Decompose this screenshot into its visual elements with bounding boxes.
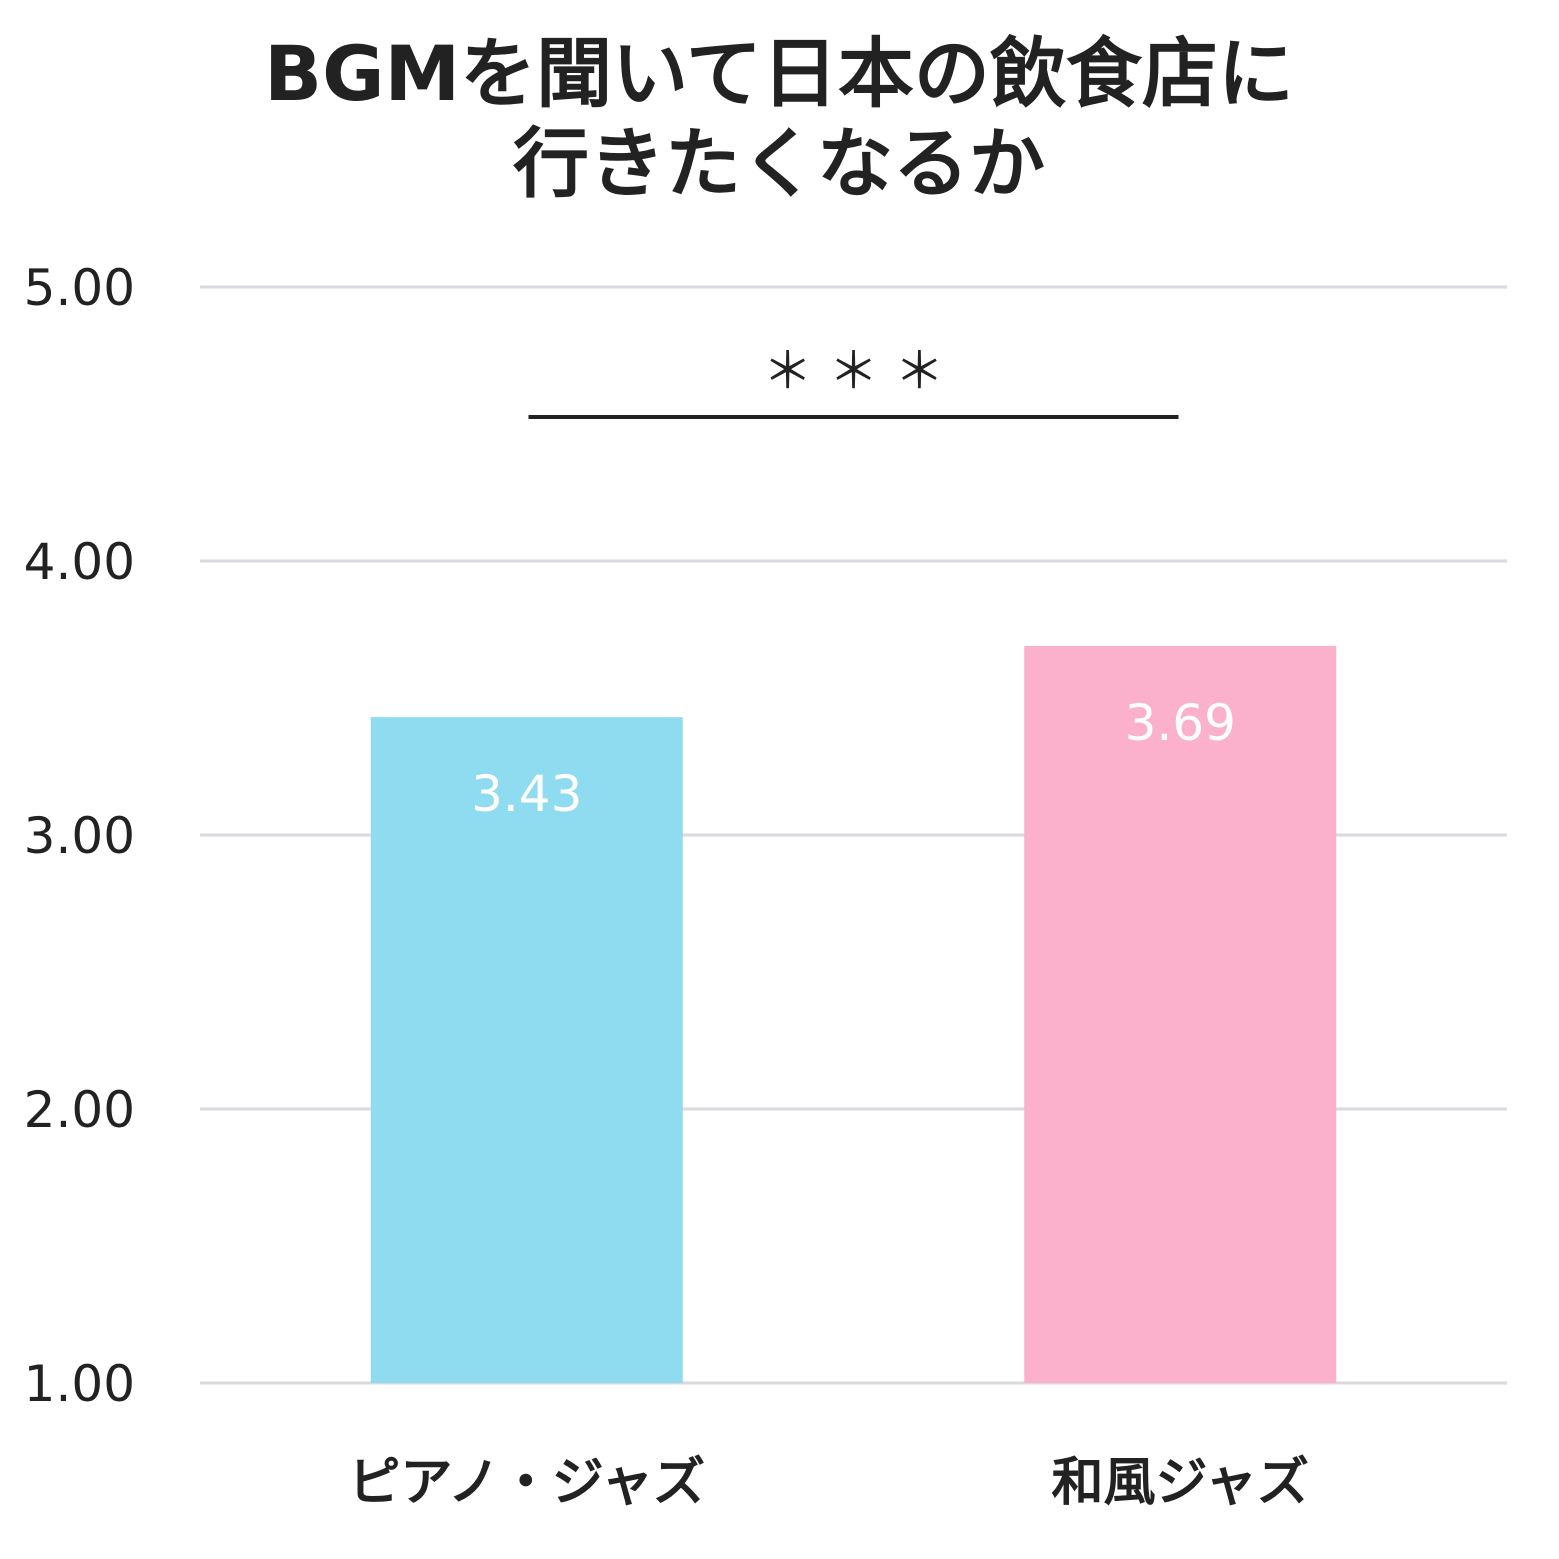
y-tick-label: 3.00 bbox=[24, 807, 135, 865]
bar bbox=[1024, 645, 1337, 1383]
chart-title-line-1: BGMを聞いて日本の飲食店に bbox=[264, 29, 1294, 118]
y-axis-ticks: 1.00 2.00 3.00 4.00 5.00 bbox=[24, 259, 135, 1413]
x-tick-label: 和風ジャズ bbox=[1052, 1453, 1309, 1513]
bars: 3.43 3.69 bbox=[370, 645, 1337, 1383]
bar-value-label: 3.43 bbox=[471, 765, 582, 823]
y-tick-label: 4.00 bbox=[24, 533, 135, 591]
y-tick-label: 2.00 bbox=[24, 1081, 135, 1139]
bar bbox=[370, 717, 683, 1383]
y-tick-label: 5.00 bbox=[24, 259, 135, 317]
y-tick-label: 1.00 bbox=[24, 1355, 135, 1413]
significance-label: ＊ ＊ ＊ bbox=[763, 342, 945, 400]
x-axis-labels: ピアノ・ジャズ 和風ジャズ bbox=[348, 1453, 1309, 1513]
bar-value-label: 3.69 bbox=[1125, 694, 1236, 752]
significance-annotation: ＊ ＊ ＊ bbox=[528, 342, 1179, 419]
x-tick-label: ピアノ・ジャズ bbox=[348, 1453, 705, 1513]
chart-title-line-2: 行きたくなるか bbox=[513, 119, 1045, 208]
